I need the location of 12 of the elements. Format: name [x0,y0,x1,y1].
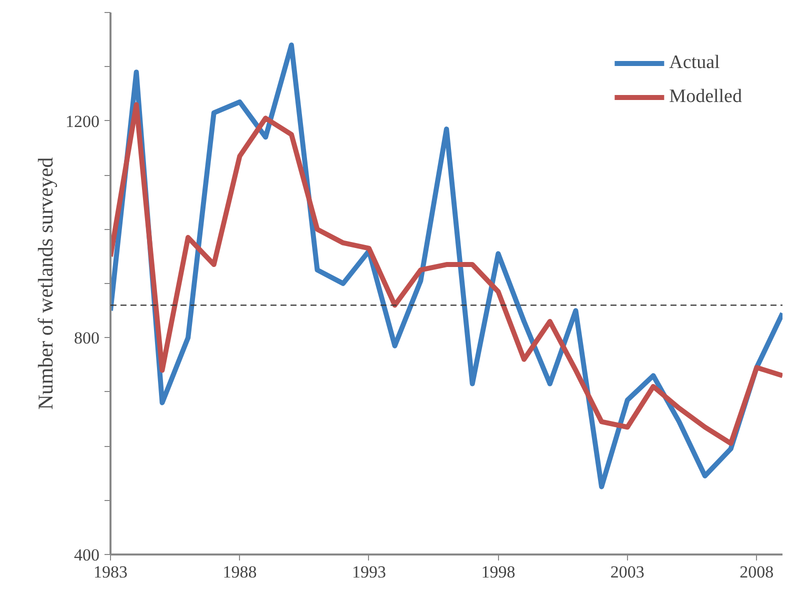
x-tick-label: 1983 [94,562,128,582]
y-axis-title: Number of wetlands surveyed [34,156,58,410]
legend-label: Actual [669,52,720,74]
legend-label: Modelled [669,86,742,108]
x-tick-label: 1988 [222,562,257,582]
y-tick-label: 1200 [66,112,100,131]
y-tick-label: 800 [74,328,100,348]
x-tick-label: 1998 [481,562,516,582]
y-tick-label: 400 [74,546,100,564]
x-tick-label: 2003 [610,562,644,582]
x-tick-label: 1993 [352,562,386,582]
x-tick-label: 2008 [740,562,774,582]
